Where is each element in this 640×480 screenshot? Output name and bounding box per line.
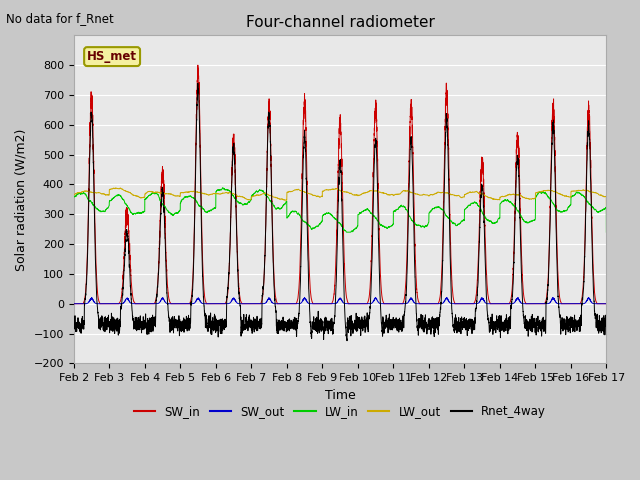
Text: HS_met: HS_met <box>87 50 137 63</box>
Legend: SW_in, SW_out, LW_in, LW_out, Rnet_4way: SW_in, SW_out, LW_in, LW_out, Rnet_4way <box>129 401 551 423</box>
Text: No data for f_Rnet: No data for f_Rnet <box>6 12 114 25</box>
X-axis label: Time: Time <box>324 389 355 402</box>
Title: Four-channel radiometer: Four-channel radiometer <box>246 15 435 30</box>
Y-axis label: Solar radiation (W/m2): Solar radiation (W/m2) <box>15 128 28 271</box>
